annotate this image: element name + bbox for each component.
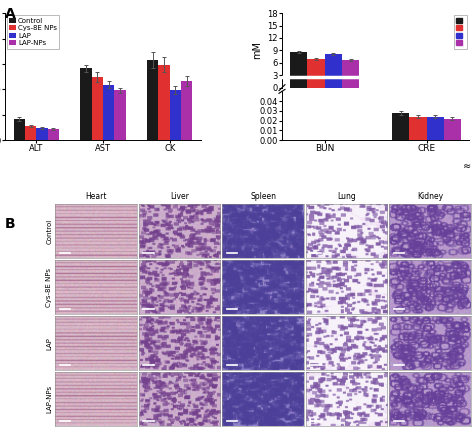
Bar <box>308 59 325 88</box>
Text: A: A <box>5 7 16 21</box>
Bar <box>409 117 427 140</box>
Text: Cys-8E NPs: Cys-8E NPs <box>46 268 52 307</box>
Bar <box>81 68 91 140</box>
Text: Control: Control <box>46 219 52 244</box>
Bar <box>14 119 25 140</box>
Bar <box>36 128 48 140</box>
Bar <box>290 52 308 88</box>
Text: ≈: ≈ <box>463 162 471 171</box>
Text: B: B <box>5 217 15 231</box>
Bar <box>158 65 170 140</box>
Y-axis label: mM: mM <box>252 42 262 60</box>
Bar <box>103 85 114 140</box>
Bar <box>444 119 461 140</box>
Text: LAP: LAP <box>46 337 52 350</box>
Bar <box>170 90 181 140</box>
Text: LAP-NPs: LAP-NPs <box>46 385 52 413</box>
Text: Kidney: Kidney <box>417 192 443 201</box>
Text: Spleen: Spleen <box>250 192 276 201</box>
Bar <box>342 60 359 88</box>
Bar <box>25 126 36 140</box>
Text: Heart: Heart <box>85 192 107 201</box>
Bar <box>147 60 158 140</box>
Bar <box>392 113 409 140</box>
Legend: Control, Cys-8E NPs, LAP, LAP-NPs: Control, Cys-8E NPs, LAP, LAP-NPs <box>7 15 59 49</box>
Bar <box>114 90 126 140</box>
Text: Lung: Lung <box>337 192 356 201</box>
Bar <box>181 81 192 140</box>
Text: Liver: Liver <box>170 192 189 201</box>
Legend: , , , : , , , <box>454 15 467 49</box>
Bar <box>325 54 342 88</box>
Bar <box>427 117 444 140</box>
Bar <box>91 77 103 140</box>
Bar <box>48 129 59 140</box>
